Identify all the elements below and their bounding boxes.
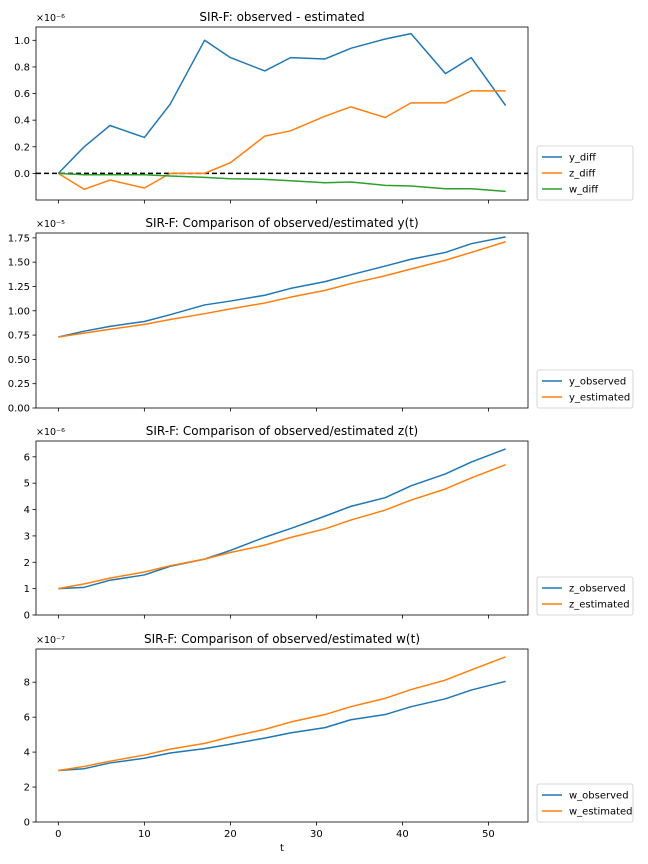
y-tick-label: 2 (24, 558, 30, 569)
plot-frame (35, 232, 529, 409)
y-tick-label: 1.75 (8, 233, 30, 244)
legend-box (536, 576, 634, 616)
legend-label: w_estimated (569, 807, 633, 818)
legend: y_diff z_diff w_diff (536, 145, 634, 201)
x-tick-label: 20 (224, 829, 237, 840)
legend-label: z_observed (569, 584, 626, 595)
legend-label: z_estimated (569, 600, 630, 611)
y-tick-label: 0 (24, 611, 30, 622)
y-tick-label: 0.2 (14, 142, 30, 153)
legend-box (536, 369, 634, 409)
series-line-y_diff (57, 32, 507, 174)
series-line-w_observed (58, 680, 506, 772)
chart-title: SIR-F: Comparison of observed/estimated … (144, 632, 420, 646)
series-line-z_observed (58, 448, 506, 590)
y-tick-label: 0 (24, 818, 30, 829)
chart-title: SIR-F: observed - estimated (199, 10, 364, 24)
y-tick-label: 1.0 (14, 36, 30, 47)
y-tick-label: 4 (24, 505, 30, 516)
x-tick-label: 30 (310, 829, 323, 840)
offset-text: ×10⁻⁷ (36, 635, 65, 646)
x-tick-label: 50 (482, 829, 495, 840)
x-axis-label: t (280, 843, 284, 854)
y-tick-label: 1.50 (8, 258, 30, 269)
series-line-z_diff (57, 90, 506, 191)
y-tick-label: 1.25 (8, 282, 30, 293)
offset-text: ×10⁻⁶ (36, 13, 65, 24)
chart-4: SIR-F: Comparison of observed/estimated … (24, 632, 634, 854)
chart-title: SIR-F: Comparison of observed/estimated … (146, 424, 418, 438)
y-tick-label: 0.75 (8, 331, 30, 342)
plot-frame (35, 26, 529, 201)
legend-box (536, 783, 634, 823)
plot-frame (35, 440, 529, 616)
y-tick-label: 1 (24, 584, 30, 595)
x-tick-label: 10 (138, 829, 151, 840)
series-line-z_estimated (58, 464, 506, 590)
x-tick-label: 0 (55, 829, 61, 840)
y-tick-label: 4 (24, 748, 30, 759)
offset-text: ×10⁻⁵ (36, 219, 65, 230)
legend: z_observed z_estimated (536, 576, 634, 616)
series-line-y_observed (58, 236, 506, 338)
legend: y_observed y_estimated (536, 369, 634, 409)
y-tick-label: 3 (24, 531, 30, 542)
legend-label: w_diff (569, 185, 599, 196)
x-tick-label: 40 (396, 829, 409, 840)
y-tick-label: 0.0 (14, 169, 30, 180)
plot-frame (35, 648, 529, 823)
chart-title: SIR-F: Comparison of observed/estimated … (145, 216, 418, 230)
legend-label: y_estimated (569, 393, 630, 404)
y-tick-label: 0.00 (8, 404, 30, 415)
y-tick-label: 0.25 (8, 379, 30, 390)
y-tick-label: 2 (24, 783, 30, 794)
y-tick-label: 0.8 (14, 62, 30, 73)
legend-label: w_observed (569, 791, 629, 802)
y-tick-label: 0.50 (8, 355, 30, 366)
y-tick-label: 0.6 (14, 89, 30, 100)
legend-label: y_diff (569, 153, 597, 164)
y-tick-label: 8 (24, 678, 30, 689)
series-line-w_estimated (58, 656, 506, 772)
offset-text: ×10⁻⁶ (36, 427, 65, 438)
y-tick-label: 1.00 (8, 306, 30, 317)
chart-2: SIR-F: Comparison of observed/estimated … (8, 216, 634, 415)
y-tick-label: 5 (24, 479, 30, 490)
chart-3: SIR-F: Comparison of observed/estimated … (24, 424, 634, 622)
y-tick-label: 0.4 (14, 116, 30, 127)
legend-label: y_observed (569, 377, 626, 388)
series-line-y_estimated (58, 241, 506, 338)
chart-1: SIR-F: observed - estimated ×10⁻⁶ 0.0 0.2 0.… (14, 10, 634, 204)
legend: w_observed w_estimated (536, 783, 634, 823)
legend-label: z_diff (569, 169, 596, 180)
series-line-w_diff (58, 172, 506, 193)
legend-box (536, 145, 634, 201)
y-tick-label: 6 (24, 452, 30, 463)
y-tick-label: 6 (24, 713, 30, 724)
